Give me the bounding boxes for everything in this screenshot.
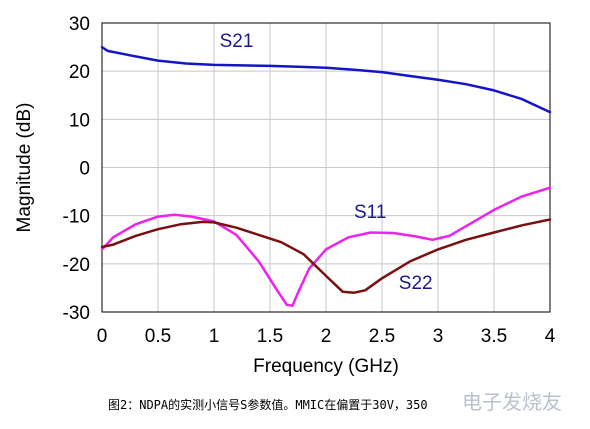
x-tick-label: 3 [433, 326, 444, 347]
x-tick-label: 0.5 [145, 326, 171, 347]
x-tick-label: 1.5 [257, 326, 283, 347]
watermark-logo: 电子发烧友 [462, 390, 562, 414]
y-axis-title: Magnitude (dB) [14, 103, 35, 233]
series-line-s11 [100, 186, 552, 307]
series-line-s21 [100, 45, 552, 114]
y-tick-label: -20 [63, 255, 90, 276]
chart-svg: 0 0.5 1 1.5 2 2.5 3 3.5 4 30 20 10 0 -10 -20 -30 S21 S11… [14, 14, 556, 377]
y-tick-label: -10 [63, 207, 90, 228]
y-tick-label: 20 [69, 62, 90, 83]
y-tick-label: -30 [63, 303, 90, 324]
series-annotations: S21 S11 S22 [220, 31, 433, 294]
y-tick-label: 0 [79, 159, 90, 180]
x-tick-label: 2 [321, 326, 332, 347]
x-tick-label: 4 [545, 326, 556, 347]
x-tick-label: 2.5 [369, 326, 395, 347]
x-tick-label: 1 [209, 326, 220, 347]
x-tick-label: 0 [97, 326, 108, 347]
x-tick-label: 3.5 [481, 326, 507, 347]
series-label-s11: S11 [354, 202, 386, 223]
series-label-s22: S22 [399, 273, 433, 294]
series-label-s21: S21 [220, 31, 254, 52]
y-tick-label: 10 [69, 110, 90, 131]
plot-area-border [101, 22, 551, 313]
y-tick-label: 30 [69, 14, 90, 35]
tick-labels: 0 0.5 1 1.5 2 2.5 3 3.5 4 30 20 10 0 -10 -20 -30 [63, 14, 556, 347]
series-line-s22 [100, 218, 552, 294]
figure-caption: 图2：NDPA的实测小信号S参数值。MMIC在偏置于30V，350 [108, 398, 428, 412]
x-axis-title: Frequency (GHz) [253, 356, 399, 377]
series-lines [100, 45, 552, 307]
grid [102, 23, 550, 312]
